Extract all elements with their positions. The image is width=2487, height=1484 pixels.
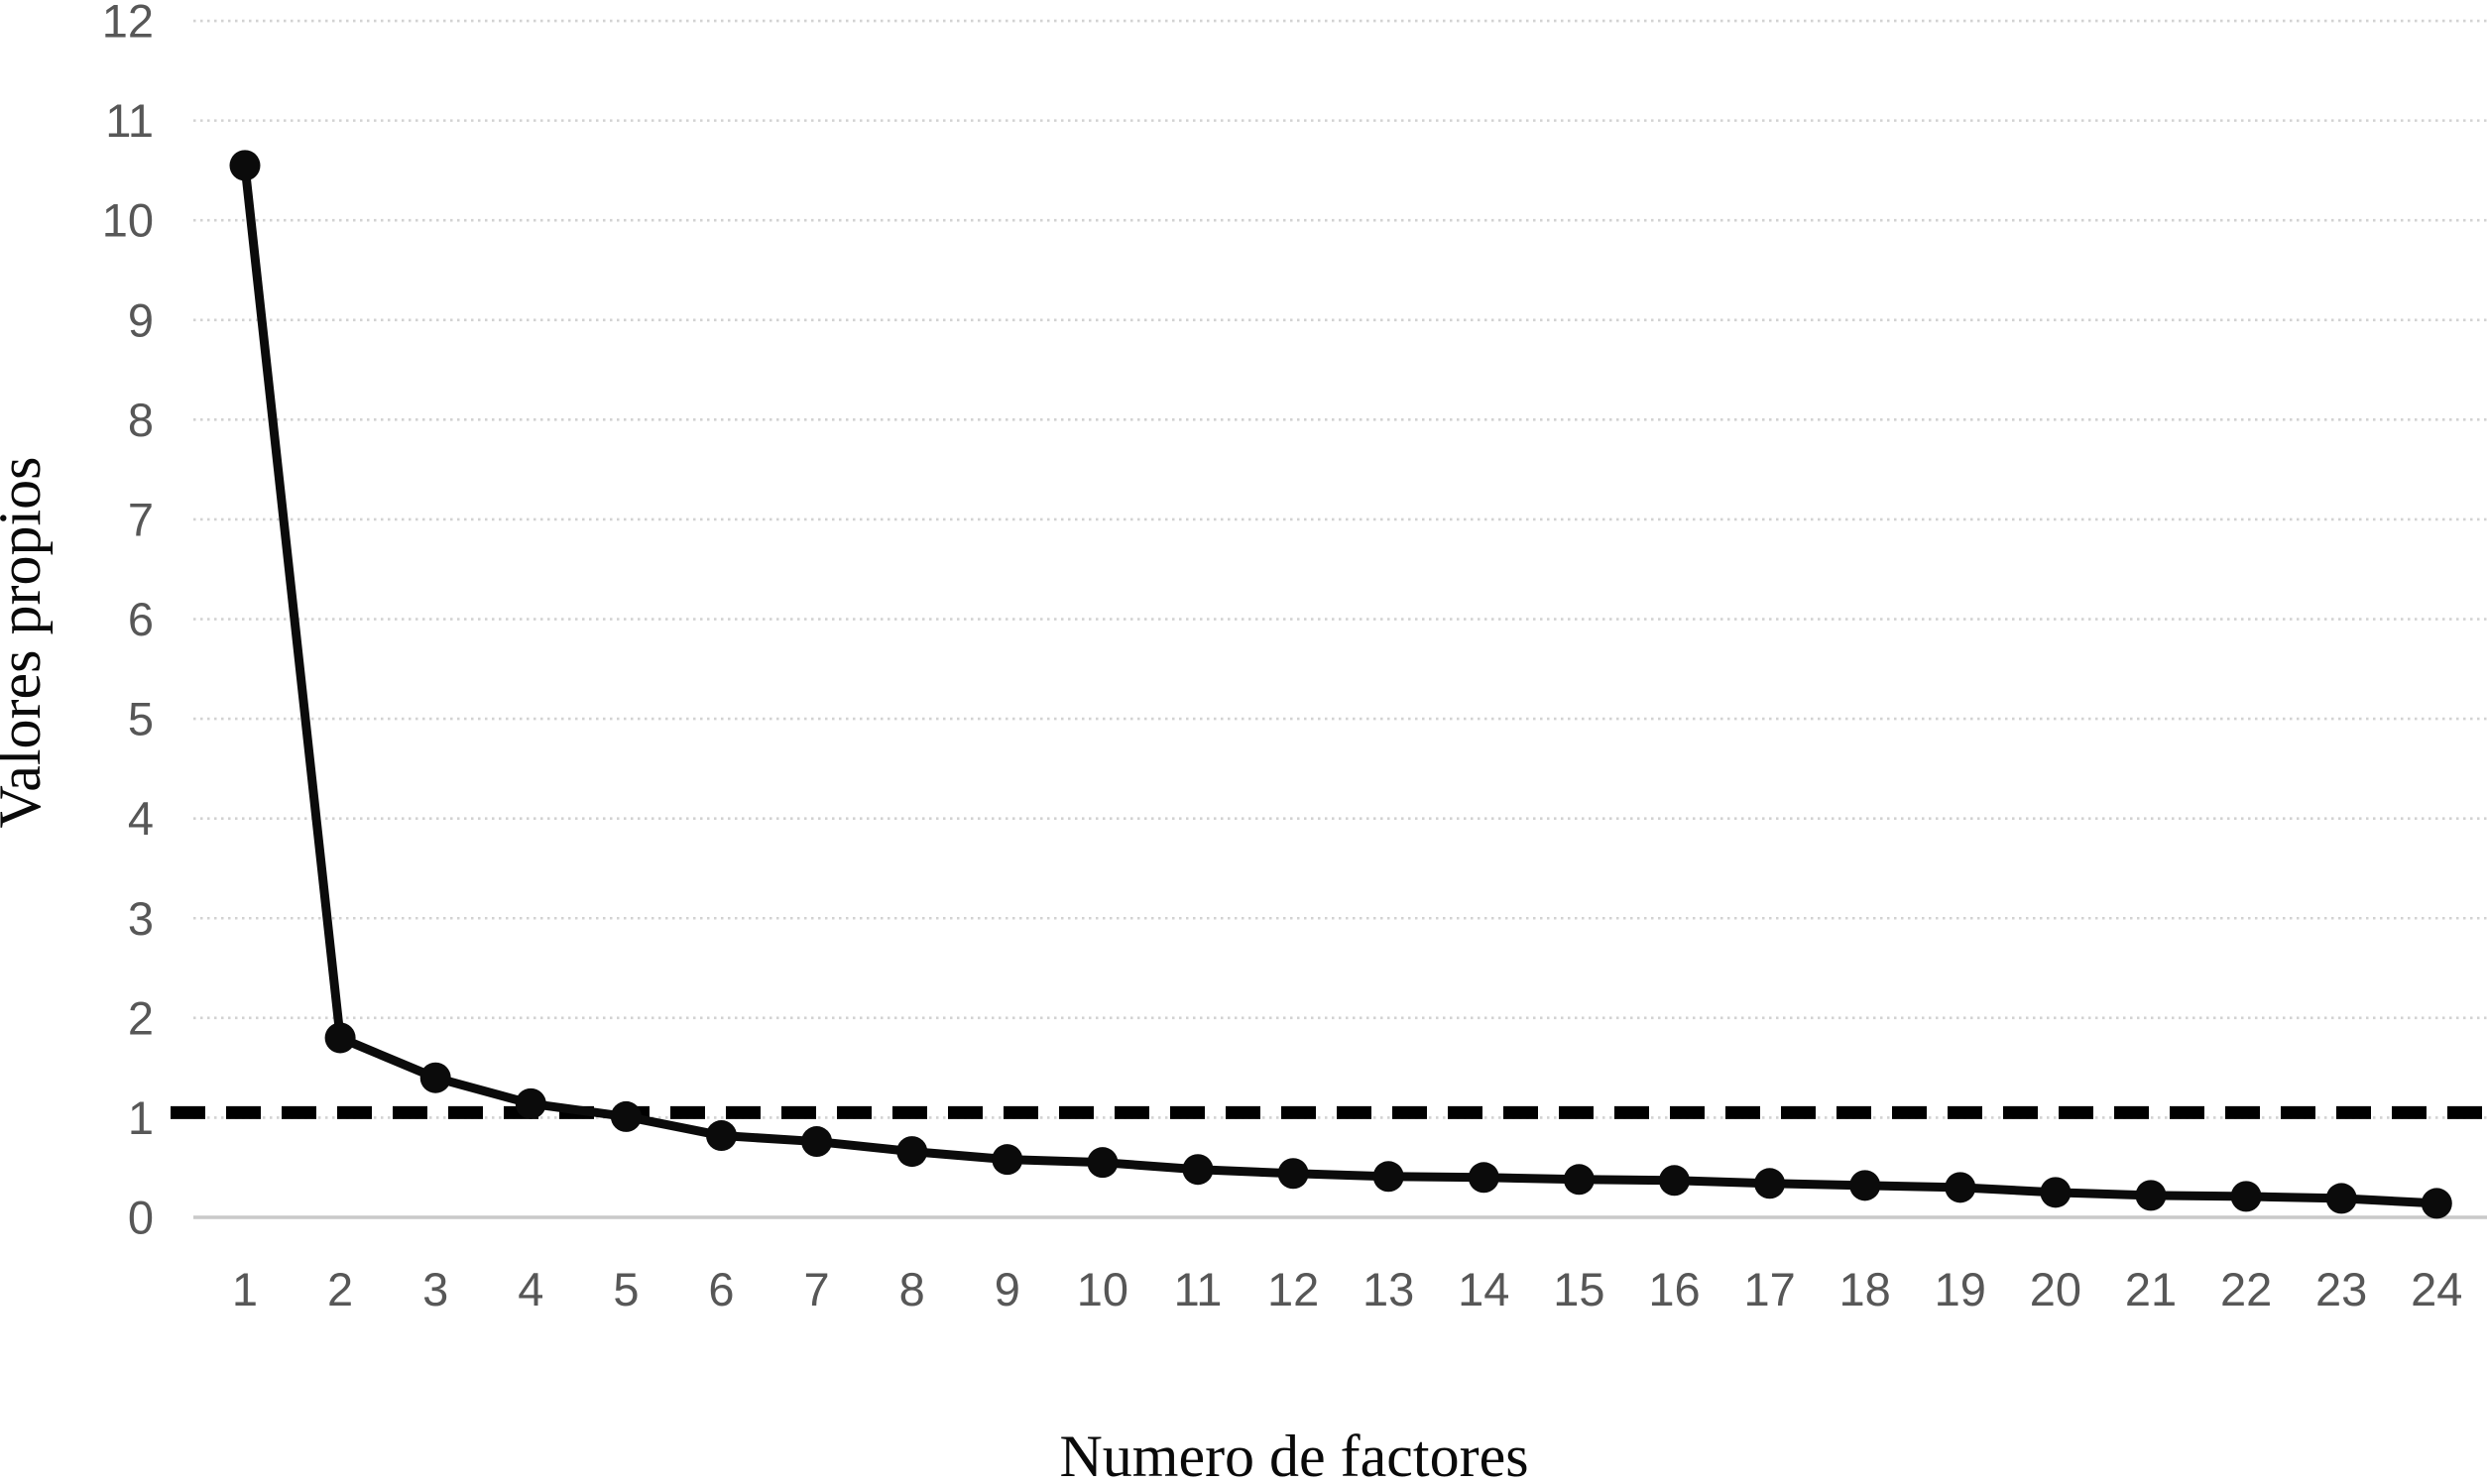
data-point-marker	[896, 1136, 928, 1168]
data-point-marker	[2135, 1180, 2167, 1211]
data-point-marker	[324, 1022, 356, 1054]
x-tick-label: 17	[1743, 1263, 1795, 1315]
data-point-marker	[419, 1062, 451, 1093]
x-tick-label: 23	[2315, 1263, 2367, 1315]
x-axis-title: Numero de factores	[1059, 1424, 1528, 1484]
x-tick-label: 11	[1174, 1263, 1223, 1315]
y-tick-label: 8	[128, 394, 154, 446]
y-tick-label: 11	[105, 94, 154, 147]
x-tick-label: 6	[708, 1263, 734, 1315]
data-point-marker	[1849, 1170, 1881, 1201]
data-point-marker	[1372, 1161, 1404, 1193]
data-point-marker	[1087, 1147, 1119, 1179]
data-point-marker	[610, 1100, 642, 1132]
x-tick-label: 1	[232, 1263, 258, 1315]
x-tick-label: 15	[1553, 1263, 1604, 1315]
x-tick-label: 2	[327, 1263, 353, 1315]
x-tick-label: 9	[995, 1263, 1020, 1315]
x-tick-label: 24	[2411, 1263, 2462, 1315]
x-tick-label: 21	[2125, 1263, 2177, 1315]
y-tick-label: 4	[128, 792, 154, 845]
x-tick-label: 13	[1362, 1263, 1414, 1315]
data-point-marker	[515, 1087, 546, 1119]
data-point-marker	[801, 1126, 833, 1158]
x-tick-label: 12	[1267, 1263, 1319, 1315]
data-point-marker	[1563, 1164, 1595, 1196]
x-tick-label: 22	[2220, 1263, 2272, 1315]
x-tick-label: 16	[1648, 1263, 1700, 1315]
y-tick-label: 5	[128, 693, 154, 745]
y-tick-label: 1	[128, 1091, 154, 1144]
x-tick-label: 4	[518, 1263, 543, 1315]
y-tick-label: 2	[128, 991, 154, 1044]
data-point-marker	[1659, 1165, 1690, 1197]
x-tick-label: 10	[1077, 1263, 1128, 1315]
x-tick-label: 19	[1935, 1263, 1986, 1315]
x-tick-label: 20	[2030, 1263, 2081, 1315]
data-point-marker	[1945, 1172, 1976, 1203]
y-tick-label: 9	[128, 293, 154, 346]
y-tick-label: 12	[102, 0, 154, 48]
eigenvalue-series-line	[240, 161, 2441, 1208]
data-point-marker	[992, 1144, 1023, 1176]
y-axis-title: Valores propios	[0, 457, 53, 829]
y-tick-label: 7	[128, 493, 154, 545]
data-point-marker	[1754, 1168, 1786, 1199]
y-tick-label: 10	[102, 194, 154, 247]
x-tick-label: 5	[613, 1263, 639, 1315]
data-point-marker	[2421, 1188, 2452, 1219]
data-point-marker	[2325, 1183, 2357, 1214]
x-tick-label: 18	[1839, 1263, 1891, 1315]
data-point-marker	[1468, 1162, 1499, 1194]
data-point-marker	[706, 1120, 737, 1152]
x-tick-label: 14	[1458, 1263, 1509, 1315]
data-point-marker	[229, 150, 261, 181]
y-tick-label: 3	[128, 892, 154, 945]
x-tick-label: 8	[899, 1263, 925, 1315]
data-point-marker	[1277, 1158, 1309, 1190]
x-tick-label: 3	[422, 1263, 448, 1315]
data-point-marker	[2040, 1177, 2072, 1208]
y-tick-label: 0	[128, 1192, 154, 1244]
data-point-marker	[1182, 1154, 1214, 1186]
y-tick-label: 6	[128, 593, 154, 645]
data-point-marker	[2230, 1181, 2262, 1212]
x-tick-label: 7	[804, 1263, 830, 1315]
